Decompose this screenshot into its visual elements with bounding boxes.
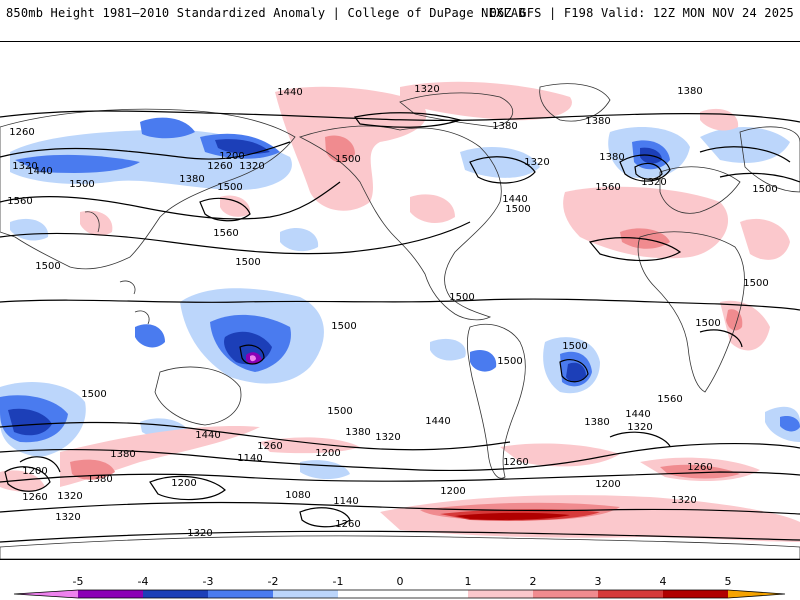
contour-label: 1320 (12, 161, 37, 172)
map-panel: 1440 1320 1380 1380 1260 1320 1200 1260 … (0, 41, 800, 560)
contour-label: 1500 (752, 184, 777, 195)
contour-label: 1200 (171, 478, 196, 489)
colorbar-tick: -4 (138, 575, 149, 588)
contour-label: 1500 (743, 278, 768, 289)
contour-label: 1440 (27, 166, 52, 177)
contour-label: 1500 (69, 179, 94, 190)
colorbar-seg-neg5 (14, 590, 78, 598)
colorbar-seg-pos2 (533, 590, 598, 598)
contour-label: 1380 (179, 174, 204, 185)
contour-label: 1500 (35, 261, 60, 272)
contour-label: 1560 (595, 182, 620, 193)
contour-label: 1440 (277, 87, 302, 98)
contour-label: 1320 (55, 512, 80, 523)
colorbar-tick: -1 (333, 575, 344, 588)
chart-title: 850mb Height 1981–2010 Standardized Anom… (6, 6, 526, 20)
contour-labels: 1440 1320 1380 1380 1260 1320 1200 1260 … (7, 84, 777, 539)
colorbar-tick: 5 (725, 575, 732, 588)
model-run-label: 06Z GFS | F198 Valid: 12Z MON NOV 24 202… (489, 6, 794, 20)
contour-label: 1260 (9, 127, 34, 138)
contour-label: 1500 (562, 341, 587, 352)
contour-label: 1560 (657, 394, 682, 405)
contour-label: 1380 (110, 449, 135, 460)
contour-label: 1200 (22, 466, 47, 477)
contour-label: 1320 (375, 432, 400, 443)
colorbar-tick: 1 (465, 575, 472, 588)
contour-label: 1140 (237, 453, 262, 464)
colorbar-seg-pos3 (598, 590, 663, 598)
contour-label: 1560 (213, 228, 238, 239)
contour-label: 1320 (57, 491, 82, 502)
contour-label: 1260 (335, 519, 360, 530)
contour-label: 1080 (285, 490, 310, 501)
contour-label: 1380 (492, 121, 517, 132)
colorbar-seg-pos1 (468, 590, 533, 598)
contour-label: 1560 (7, 196, 32, 207)
contour-label: 1500 (505, 204, 530, 215)
colorbar-seg-neg1 (273, 590, 338, 598)
contour-label: 1380 (599, 152, 624, 163)
colorbar: -5 -4 -3 -2 -1 0 1 2 3 4 5 (0, 570, 800, 600)
height-contours (0, 110, 800, 543)
contour-label: 1500 (217, 182, 242, 193)
contour-label: 1440 (502, 194, 527, 205)
colorbar-seg-pos4 (663, 590, 728, 598)
negative-anomaly-shading (0, 117, 800, 480)
colorbar-tick: 4 (660, 575, 667, 588)
contour-label: 1500 (235, 257, 260, 268)
contour-label: 1440 (425, 416, 450, 427)
colorbar-seg-neutral (338, 590, 468, 598)
contour-label: 1320 (671, 495, 696, 506)
contour-label: 1440 (625, 409, 650, 420)
anomaly-map: 1440 1320 1380 1380 1260 1320 1200 1260 … (0, 81, 800, 559)
colorbar-tick: 2 (530, 575, 537, 588)
contour-label: 1380 (345, 427, 370, 438)
contour-label: 1260 (503, 457, 528, 468)
contour-label: 1380 (87, 474, 112, 485)
colorbar-outline (13, 589, 786, 599)
contour-label: 1320 (524, 157, 549, 168)
contour-label: 1380 (585, 116, 610, 127)
contour-label: 1260 (257, 441, 282, 452)
contour-label: 1500 (497, 356, 522, 367)
colorbar-seg-neg2 (208, 590, 273, 598)
contour-label: 1260 (207, 161, 232, 172)
contour-label: 1500 (81, 389, 106, 400)
contour-label: 1320 (187, 528, 212, 539)
contour-label: 1200 (440, 486, 465, 497)
contour-label: 1500 (331, 321, 356, 332)
positive-anomaly-shading (0, 81, 800, 542)
contour-label: 1500 (335, 154, 360, 165)
contour-label: 1500 (449, 292, 474, 303)
contour-label: 1380 (584, 417, 609, 428)
contour-label: 1380 (677, 86, 702, 97)
contour-label: 1500 (327, 406, 352, 417)
contour-label: 1320 (627, 422, 652, 433)
contour-label: 1200 (595, 479, 620, 490)
contour-label: 1320 (641, 177, 666, 188)
contour-label: 1200 (219, 151, 244, 162)
colorbar-tick: -5 (73, 575, 84, 588)
colorbar-seg-pos5 (728, 590, 785, 598)
colorbar-seg-neg4 (78, 590, 143, 598)
colorbar-svg: -5 -4 -3 -2 -1 0 1 2 3 4 5 (13, 575, 786, 599)
colorbar-tick: 0 (397, 575, 404, 588)
contour-label: 1440 (195, 430, 220, 441)
contour-label: 1200 (315, 448, 340, 459)
colorbar-tick: -3 (203, 575, 214, 588)
contour-label: 1500 (695, 318, 720, 329)
contour-label: 1260 (22, 492, 47, 503)
contour-label: 1140 (333, 496, 358, 507)
colorbar-seg-neg3 (143, 590, 208, 598)
contour-label: 1320 (239, 161, 264, 172)
colorbar-tick: 3 (595, 575, 602, 588)
contour-label: 1260 (687, 462, 712, 473)
colorbar-tick: -2 (268, 575, 279, 588)
contour-label: 1320 (414, 84, 439, 95)
